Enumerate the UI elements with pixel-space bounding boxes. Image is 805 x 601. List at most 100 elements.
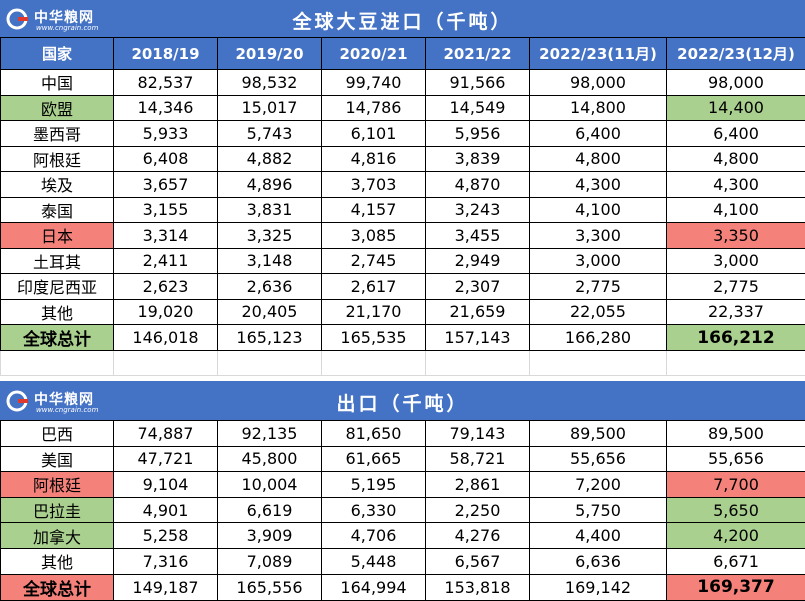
export-title: 出口（千吨） [0, 389, 805, 416]
value-cell: 164,994 [322, 574, 426, 600]
value-cell: 10,004 [218, 472, 322, 498]
value-cell: 2,636 [218, 274, 322, 300]
value-cell: 3,657 [114, 172, 218, 198]
value-cell: 3,000 [667, 248, 805, 274]
value-cell: 5,956 [426, 121, 530, 147]
value-cell: 6,400 [667, 121, 805, 147]
country-cell: 其他 [1, 299, 114, 325]
value-cell: 89,500 [667, 421, 805, 447]
value-cell: 4,870 [426, 172, 530, 198]
value-cell: 2,623 [114, 274, 218, 300]
export-title-band: 中华粮网 www.cngrain.com 出口（千吨） [0, 381, 805, 420]
value-cell: 2,307 [426, 274, 530, 300]
value-cell: 4,400 [530, 523, 667, 549]
value-cell: 5,195 [322, 472, 426, 498]
value-cell: 79,143 [426, 421, 530, 447]
value-cell: 9,104 [114, 472, 218, 498]
value-cell: 2020/21 [322, 38, 426, 70]
value-cell: 7,089 [218, 548, 322, 574]
value-cell: 98,000 [667, 70, 805, 96]
value-cell: 98,532 [218, 70, 322, 96]
value-cell: 3,300 [530, 223, 667, 249]
value-cell: 4,300 [667, 172, 805, 198]
value-cell: 14,800 [530, 95, 667, 121]
value-cell: 2,775 [667, 274, 805, 300]
value-cell: 47,721 [114, 446, 218, 472]
value-cell: 3,155 [114, 197, 218, 223]
spacer-row [1, 351, 805, 376]
value-cell: 74,887 [114, 421, 218, 447]
value-cell: 4,706 [322, 523, 426, 549]
value-cell: 14,400 [667, 95, 805, 121]
value-cell: 4,100 [667, 197, 805, 223]
value-cell: 149,187 [114, 574, 218, 600]
value-cell: 6,408 [114, 146, 218, 172]
value-cell: 3,148 [218, 248, 322, 274]
value-cell: 92,135 [218, 421, 322, 447]
value-cell: 169,142 [530, 574, 667, 600]
value-cell: 3,350 [667, 223, 805, 249]
country-cell: 土耳其 [1, 248, 114, 274]
value-cell: 146,018 [114, 325, 218, 351]
value-cell: 21,659 [426, 299, 530, 325]
value-cell: 14,786 [322, 95, 426, 121]
value-cell: 4,800 [667, 146, 805, 172]
value-cell: 2,411 [114, 248, 218, 274]
value-cell: 15,017 [218, 95, 322, 121]
value-cell: 6,400 [530, 121, 667, 147]
value-cell: 22,055 [530, 299, 667, 325]
value-cell: 7,316 [114, 548, 218, 574]
country-cell: 国家 [1, 38, 114, 70]
country-cell: 泰国 [1, 197, 114, 223]
country-cell: 阿根廷 [1, 146, 114, 172]
value-cell: 45,800 [218, 446, 322, 472]
value-cell: 2022/23(12月) [667, 38, 805, 70]
import-title: 全球大豆进口（千吨） [0, 7, 805, 34]
value-cell: 19,020 [114, 299, 218, 325]
value-cell: 7,200 [530, 472, 667, 498]
value-cell: 3,000 [530, 248, 667, 274]
value-cell: 3,839 [426, 146, 530, 172]
value-cell: 98,000 [530, 70, 667, 96]
country-cell: 美国 [1, 446, 114, 472]
value-cell: 58,721 [426, 446, 530, 472]
value-cell [667, 351, 805, 376]
country-cell: 全球总计 [1, 325, 114, 351]
value-cell: 4,100 [530, 197, 667, 223]
value-cell: 5,258 [114, 523, 218, 549]
value-cell: 165,535 [322, 325, 426, 351]
country-cell: 埃及 [1, 172, 114, 198]
value-cell: 5,933 [114, 121, 218, 147]
value-cell: 2,949 [426, 248, 530, 274]
value-cell: 3,831 [218, 197, 322, 223]
value-cell: 4,300 [530, 172, 667, 198]
import-title-band: 中华粮网 www.cngrain.com 全球大豆进口（千吨） [0, 0, 805, 37]
value-cell: 166,212 [667, 325, 805, 351]
value-cell: 20,405 [218, 299, 322, 325]
value-cell: 3,703 [322, 172, 426, 198]
country-cell: 加拿大 [1, 523, 114, 549]
value-cell: 2,775 [530, 274, 667, 300]
value-cell: 4,157 [322, 197, 426, 223]
value-cell [426, 351, 530, 376]
value-cell [218, 351, 322, 376]
value-cell: 4,200 [667, 523, 805, 549]
value-cell: 3,325 [218, 223, 322, 249]
value-cell: 4,816 [322, 146, 426, 172]
country-cell: 阿根廷 [1, 472, 114, 498]
value-cell: 2,250 [426, 497, 530, 523]
value-cell: 5,650 [667, 497, 805, 523]
